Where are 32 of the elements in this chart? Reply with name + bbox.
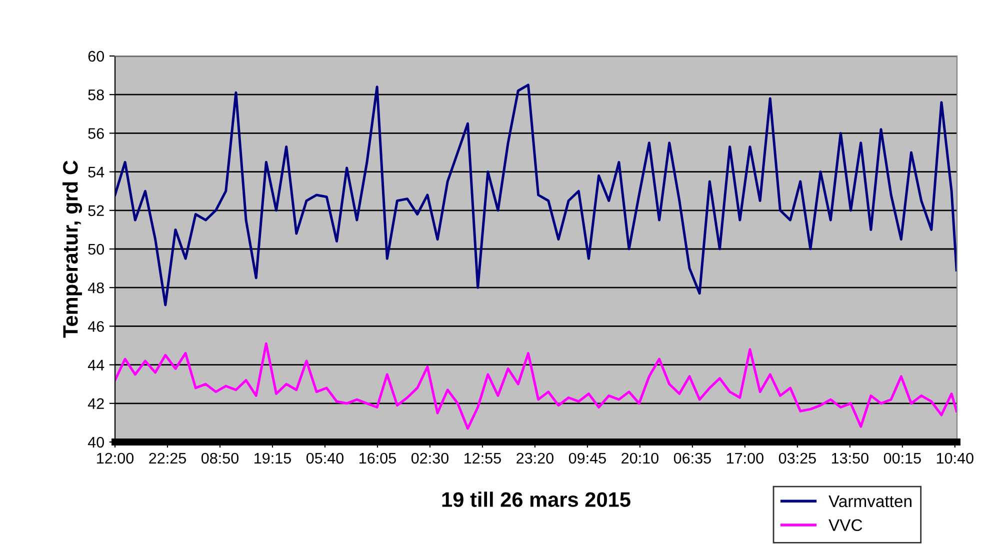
y-tick-label: 46: [88, 321, 104, 332]
x-tick-label: 00:15: [884, 452, 921, 464]
x-tick-label: 05:40: [306, 452, 344, 464]
x-tick-label: 09:45: [568, 452, 606, 464]
y-tick-label: 44: [88, 360, 104, 370]
y-tick-label: 56: [88, 128, 104, 139]
y-tick-label: 52: [88, 205, 104, 216]
y-tick-label: 42: [88, 398, 104, 409]
x-tick-label: 20:10: [622, 452, 658, 464]
x-tick-label: 23:20: [516, 452, 554, 464]
y-tick-label: 50: [88, 244, 104, 255]
x-tick-label: 22:25: [149, 452, 186, 464]
x-tick-label: 13:50: [832, 452, 868, 464]
y-tick-label: 40: [88, 436, 104, 448]
x-tick-label: 10:40: [936, 452, 974, 464]
x-tick-label: 02:30: [411, 452, 448, 464]
legend-label: Varmvatten: [828, 496, 912, 508]
x-tick-label: 16:05: [360, 452, 396, 464]
y-tick-label: 58: [88, 89, 104, 100]
x-tick-label: 17:00: [726, 452, 764, 464]
y-axis-title: Temperatur, grd C: [62, 160, 82, 338]
y-tick-label: 48: [88, 282, 104, 294]
y-tick-label: 54: [88, 166, 104, 178]
x-tick-label: 12:00: [97, 452, 134, 464]
x-axis-title: 19 till 26 mars 2015: [442, 492, 630, 507]
x-tick-label: 08:50: [201, 452, 239, 464]
y-tick-label: 60: [88, 50, 104, 62]
x-tick-label: 03:25: [778, 452, 816, 464]
x-tick-label: 12:55: [464, 452, 501, 464]
x-tick-label: 06:35: [674, 452, 711, 464]
legend-label: VVC: [828, 519, 862, 532]
x-tick-label: 19:15: [254, 452, 291, 464]
